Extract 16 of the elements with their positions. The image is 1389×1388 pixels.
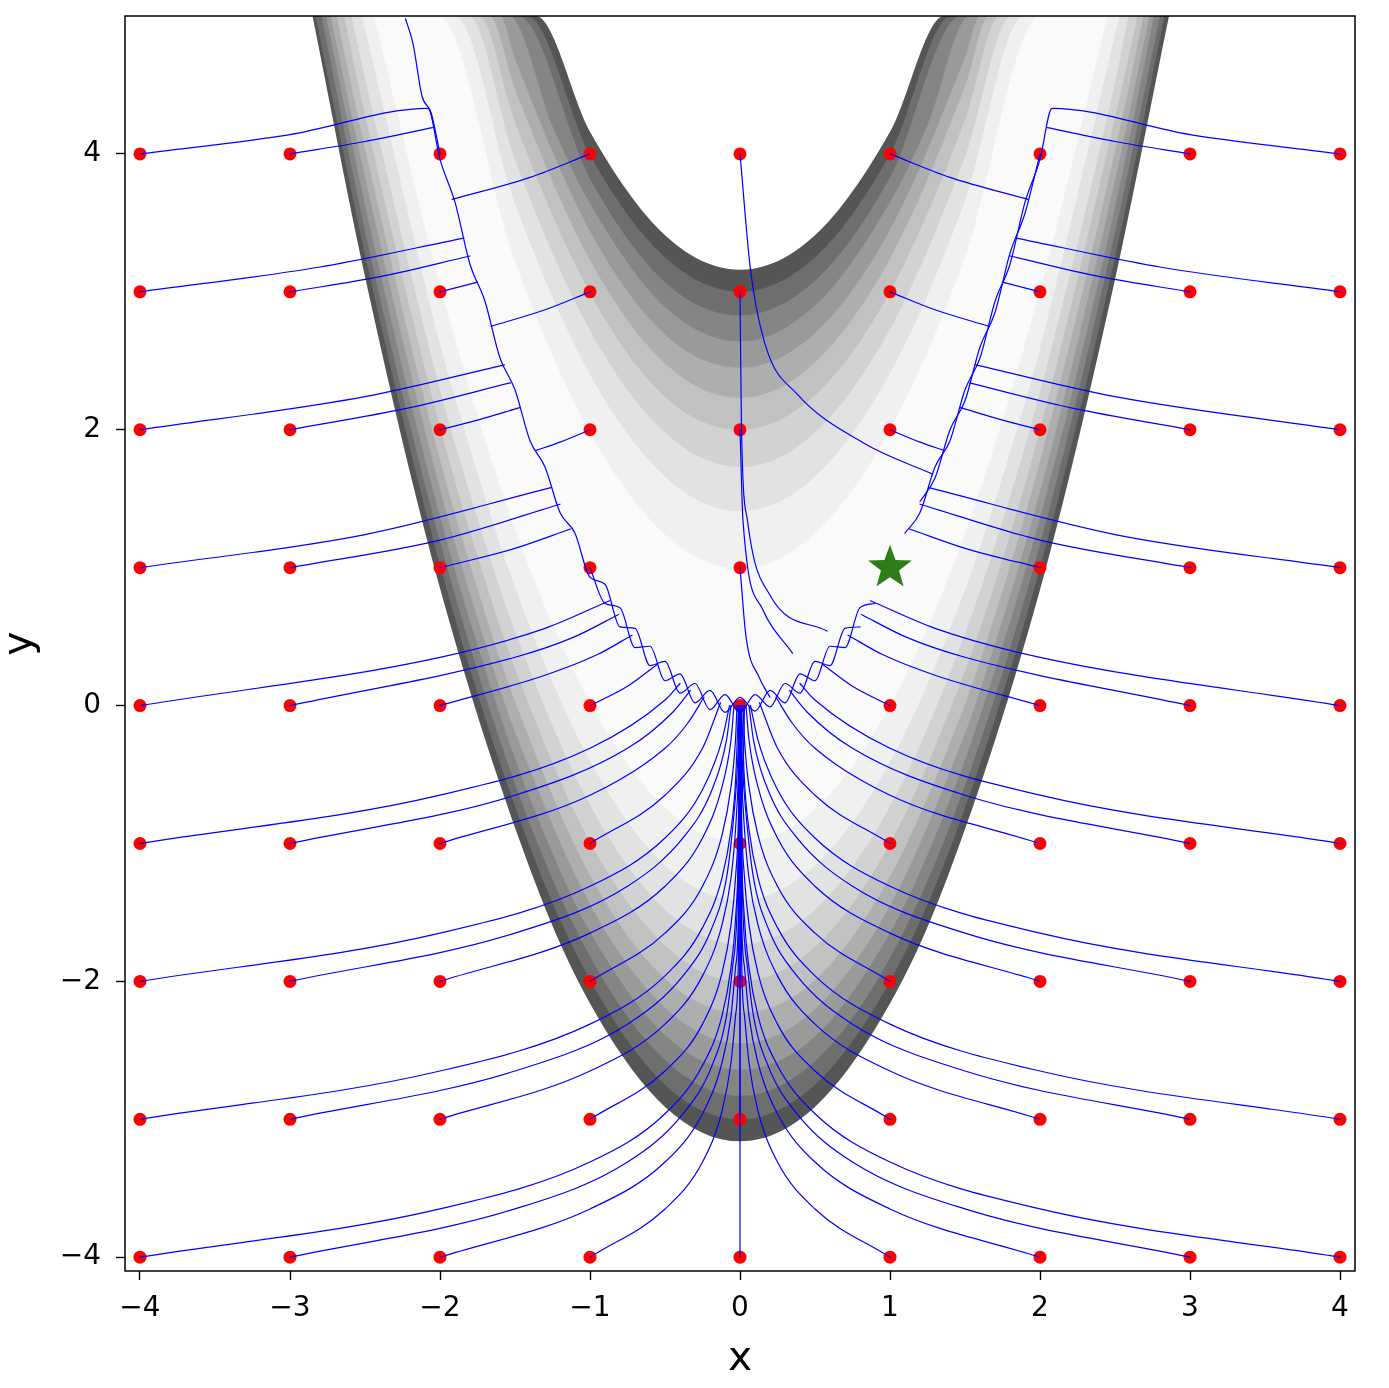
x-tick-label: 1 (881, 1290, 899, 1324)
y-tick-label: 2 (83, 411, 101, 445)
x-tick-label: 3 (1181, 1290, 1199, 1324)
y-tick-label: 4 (83, 135, 101, 169)
x-tick-label: 4 (1331, 1290, 1349, 1324)
y-tick-label: 0 (83, 686, 101, 720)
x-tick-label: −3 (269, 1290, 311, 1324)
x-tick-label: 0 (731, 1290, 749, 1324)
x-tick-label: −2 (419, 1290, 461, 1324)
y-tick-label: −4 (59, 1238, 101, 1272)
x-axis-title: x (727, 1332, 753, 1381)
y-axis-title: y (0, 631, 42, 656)
x-tick-label: −1 (569, 1290, 611, 1324)
x-tick-label: 2 (1031, 1290, 1049, 1324)
x-tick-label: −4 (119, 1290, 161, 1324)
y-tick-label: −2 (59, 962, 101, 996)
